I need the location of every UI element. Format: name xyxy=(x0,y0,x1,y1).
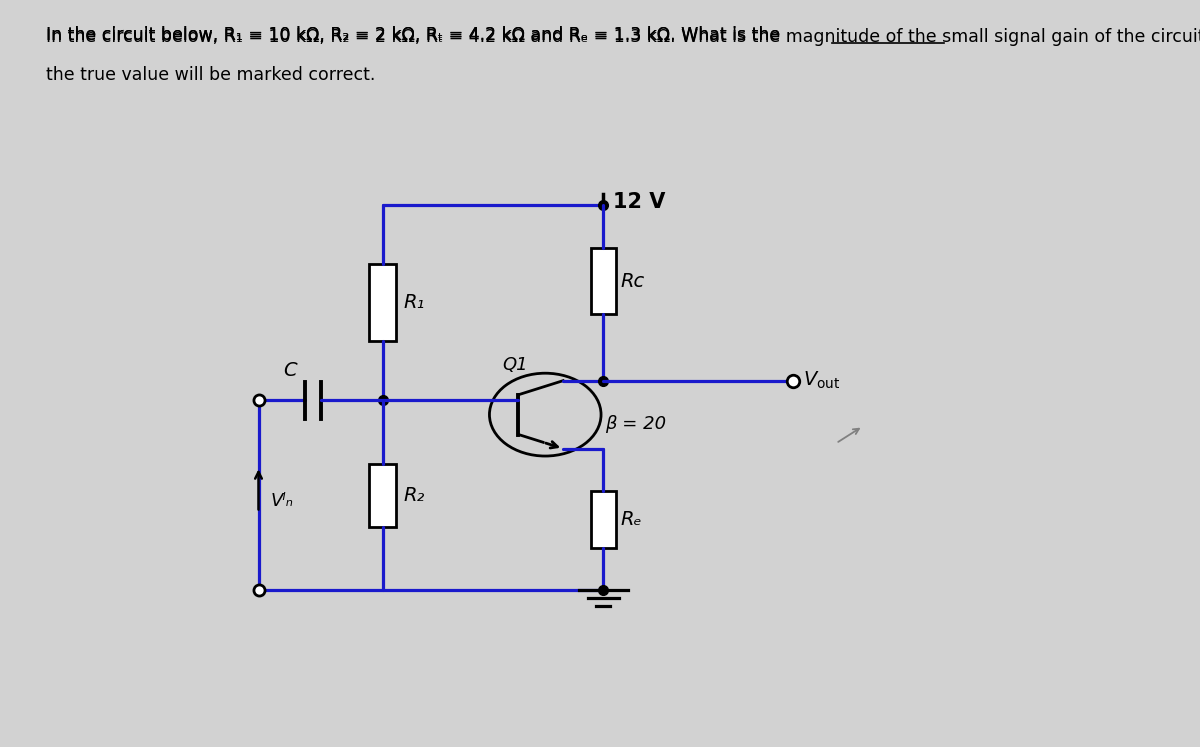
Bar xyxy=(368,264,396,341)
Text: Q1: Q1 xyxy=(503,356,528,374)
Bar xyxy=(590,248,616,314)
Text: In the circuit below, R₁ = 10 kΩ, R₂ = 2 kΩ, Rₜ = 4.2 kΩ and Rₑ = 1.3 kΩ. What i: In the circuit below, R₁ = 10 kΩ, R₂ = 2… xyxy=(46,26,785,44)
Text: R₁: R₁ xyxy=(403,293,425,312)
Text: C: C xyxy=(283,361,296,379)
Bar xyxy=(590,491,616,548)
Text: Rᴄ: Rᴄ xyxy=(620,272,644,291)
Text: Vᴵₙ: Vᴵₙ xyxy=(270,492,293,510)
Text: R₂: R₂ xyxy=(403,486,425,505)
Text: $V_{\mathrm{out}}$: $V_{\mathrm{out}}$ xyxy=(803,370,841,391)
Text: Rₑ: Rₑ xyxy=(620,509,642,529)
Text: β = 20: β = 20 xyxy=(605,415,666,433)
Bar xyxy=(368,463,396,527)
Text: In the circuit below, R₁ = 10 kΩ, R₂ = 2 kΩ, Rₜ = 4.2 kΩ and Rₑ = 1.3 kΩ. What i: In the circuit below, R₁ = 10 kΩ, R₂ = 2… xyxy=(46,26,785,44)
Text: In the circuit below, R₁ = 10 kΩ, R₂ = 2 kΩ, Rₜ = 4.2 kΩ and Rₑ = 1.3 kΩ. What i: In the circuit below, R₁ = 10 kΩ, R₂ = 2… xyxy=(46,28,1200,46)
Text: the true value will be marked correct.: the true value will be marked correct. xyxy=(46,66,374,84)
Text: 12 V: 12 V xyxy=(613,192,666,212)
